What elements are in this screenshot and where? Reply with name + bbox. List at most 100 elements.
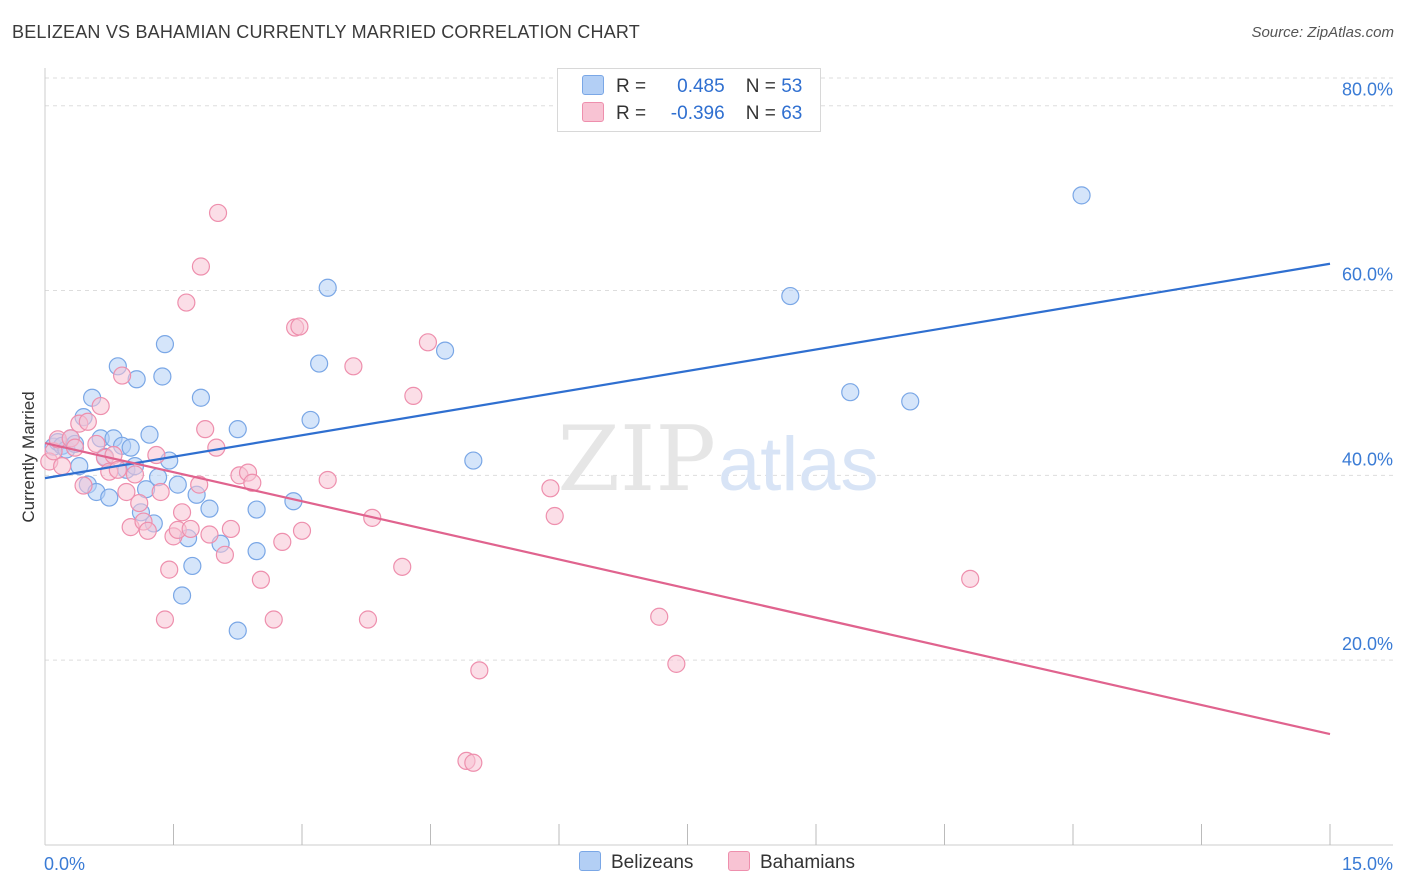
bahamian-point bbox=[117, 482, 136, 502]
bahamian-point bbox=[74, 476, 93, 495]
belizeans-legend-swatch bbox=[579, 851, 601, 871]
legend-bahamian-r-label: R = bbox=[616, 103, 647, 124]
legend-belizean-r-value: 0.485 bbox=[677, 76, 725, 97]
watermark-atlas: atlas bbox=[718, 422, 879, 507]
trend-lines bbox=[44, 262, 1331, 736]
bahamian-point bbox=[251, 570, 270, 589]
bahamian-point bbox=[200, 525, 219, 544]
y-tick-label: 20.0% bbox=[1342, 634, 1393, 654]
bahamian-point bbox=[196, 420, 215, 439]
bahamian-point bbox=[264, 610, 283, 629]
chart-title: BELIZEAN VS BAHAMIAN CURRENTLY MARRIED C… bbox=[12, 22, 640, 42]
bahamian-point bbox=[112, 366, 132, 385]
bahamian-point bbox=[393, 557, 412, 576]
belizean-point bbox=[435, 341, 455, 360]
bahamian-point bbox=[961, 569, 980, 588]
belizean-point bbox=[247, 542, 266, 561]
belizean-point bbox=[318, 278, 337, 297]
bahamian-point bbox=[138, 521, 157, 540]
legend-row-belizean: R = 0.485 N = 53 bbox=[582, 75, 802, 99]
bahamian-point bbox=[181, 519, 200, 539]
bahamian-point bbox=[545, 506, 564, 526]
bahamian-point bbox=[172, 503, 192, 522]
bahamian-point bbox=[125, 465, 145, 484]
bahamians-legend-label: Bahamians bbox=[760, 852, 856, 873]
belizeans-legend-label: Belizeans bbox=[611, 852, 694, 873]
bahamian-point bbox=[87, 434, 106, 454]
belizean-point bbox=[100, 488, 119, 507]
watermark-zip: ZIP bbox=[557, 407, 716, 512]
belizean-point bbox=[172, 586, 192, 605]
bahamian-point bbox=[418, 333, 438, 352]
legend-belizean-r-label: R = bbox=[616, 76, 647, 97]
belizean-point bbox=[153, 367, 172, 386]
bahamian-point bbox=[108, 460, 127, 479]
bahamian-point bbox=[221, 519, 240, 539]
belizean-swatch bbox=[582, 75, 604, 95]
bahamian-point bbox=[78, 412, 97, 431]
belizean-point bbox=[148, 468, 168, 487]
legend-belizean-n-value: 53 bbox=[781, 76, 803, 97]
bahamians-legend-swatch bbox=[728, 851, 750, 871]
belizean-point bbox=[155, 335, 175, 354]
x-tick-label: 15.0% bbox=[1342, 854, 1393, 874]
belizean-trend-line bbox=[44, 262, 1331, 480]
bahamian-point bbox=[53, 457, 72, 476]
bahamian-point bbox=[290, 317, 309, 336]
bottom-legend-belizeans: Belizeans bbox=[579, 851, 693, 874]
bahamian-point bbox=[190, 475, 209, 494]
bahamian-point bbox=[191, 257, 211, 276]
belizean-point bbox=[301, 410, 320, 430]
legend-belizean-n-label: N = bbox=[745, 76, 776, 97]
belizean-point bbox=[183, 556, 202, 576]
scatter-points bbox=[40, 186, 1091, 772]
belizean-point bbox=[191, 388, 211, 407]
bahamian-point bbox=[344, 357, 363, 376]
bahamian-point bbox=[160, 560, 179, 579]
bahamian-point bbox=[273, 532, 292, 551]
belizean-point bbox=[200, 499, 219, 518]
gridlines bbox=[45, 77, 1393, 661]
bahamian-point bbox=[358, 610, 378, 629]
y-axis-label: Currently Married bbox=[19, 391, 38, 522]
belizean-point bbox=[310, 354, 329, 373]
y-tick-label: 60.0% bbox=[1342, 265, 1393, 285]
bahamian-point bbox=[155, 610, 175, 629]
belizean-point bbox=[121, 438, 140, 457]
belizean-point bbox=[781, 286, 800, 306]
belizean-point bbox=[168, 475, 187, 494]
bahamian-point bbox=[541, 479, 560, 498]
bahamian-point bbox=[667, 654, 686, 673]
y-tick-label: 80.0% bbox=[1342, 80, 1393, 100]
bahamian-point bbox=[215, 545, 234, 564]
belizean-point bbox=[228, 621, 247, 640]
belizean-point bbox=[247, 500, 266, 519]
bahamian-point bbox=[650, 607, 669, 626]
x-tick-label: 0.0% bbox=[44, 854, 85, 874]
bahamian-point bbox=[404, 386, 423, 405]
legend-bahamian-r-value: -0.396 bbox=[670, 103, 725, 124]
bahamian-point bbox=[464, 753, 483, 772]
bottom-legend-bahamians: Bahamians bbox=[728, 851, 855, 874]
tick-labels: 20.0% 40.0% 60.0% 80.0% 0.0% 15.0% bbox=[44, 80, 1393, 874]
bahamian-point bbox=[151, 482, 170, 502]
belizean-point bbox=[140, 425, 159, 444]
belizean-point bbox=[464, 451, 483, 470]
source-label: Source: ZipAtlas.com bbox=[1251, 24, 1394, 41]
bahamian-swatch bbox=[582, 102, 604, 122]
belizean-point bbox=[841, 383, 860, 402]
belizean-point bbox=[901, 392, 920, 411]
bahamian-point bbox=[208, 203, 228, 223]
bahamian-point bbox=[91, 396, 110, 416]
bahamian-point bbox=[292, 521, 312, 540]
bahamian-point bbox=[318, 470, 337, 490]
belizean-point bbox=[1072, 186, 1091, 205]
bahamian-trend-line bbox=[44, 441, 1331, 736]
bahamian-point bbox=[177, 293, 196, 312]
legend-bahamian-n-value: 63 bbox=[781, 103, 803, 124]
bahamian-point bbox=[243, 473, 262, 492]
bahamian-point bbox=[470, 661, 489, 680]
bahamian-point bbox=[130, 493, 149, 513]
legend-row-bahamian: R = -0.396 N = 63 bbox=[582, 102, 802, 126]
